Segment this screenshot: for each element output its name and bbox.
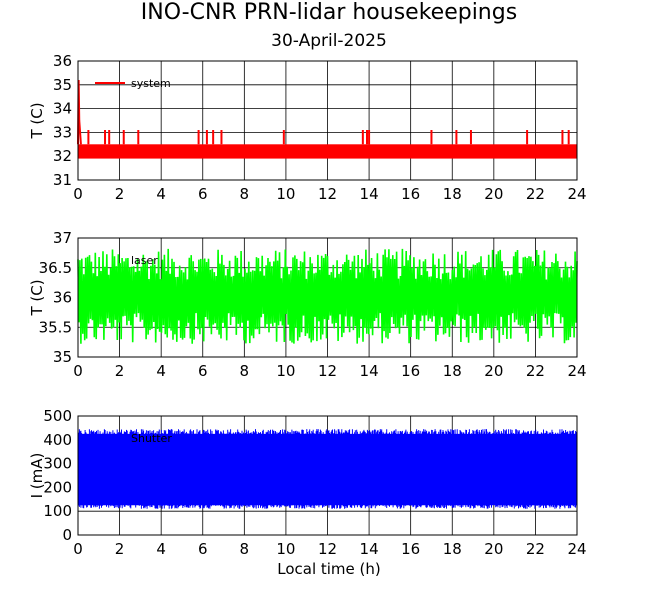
x-tick-label: 20: [484, 362, 503, 380]
y-axis-label: T (C): [28, 102, 46, 139]
y-tick-label: 35.5: [39, 318, 72, 336]
y-tick-label: 35: [53, 348, 72, 366]
x-tick-label: 4: [156, 362, 166, 380]
x-tick-label: 18: [443, 540, 462, 558]
y-tick-label: 400: [43, 431, 72, 449]
x-tick-label: 16: [401, 362, 420, 380]
y-tick-label: 300: [43, 455, 72, 473]
plot-frame: [77, 415, 578, 536]
x-tick-label: 8: [240, 185, 250, 203]
x-tick-label: 20: [484, 185, 503, 203]
x-tick-label: 10: [276, 362, 295, 380]
x-tick-label: 10: [276, 540, 295, 558]
x-tick-label: 22: [526, 185, 545, 203]
series-line-system: [77, 80, 570, 145]
y-tick-label: 32: [53, 147, 72, 165]
x-tick-label: 24: [567, 185, 586, 203]
y-tick-label: 500: [43, 407, 72, 425]
y-tick-label: 36: [53, 289, 72, 307]
x-tick-label: 16: [401, 540, 420, 558]
x-tick-label: 6: [198, 185, 208, 203]
legend-label: laser: [131, 254, 158, 267]
x-tick-label: 12: [318, 362, 337, 380]
legend-label: Shutter: [131, 432, 172, 445]
x-tick-label: 14: [360, 540, 379, 558]
x-tick-label: 14: [360, 185, 379, 203]
plot-frame: [77, 237, 578, 358]
x-axis-label: Local time (h): [277, 560, 381, 578]
x-tick-label: 0: [73, 540, 83, 558]
chart-subtitle: 30-April-2025: [271, 31, 387, 51]
x-tick-label: 20: [484, 540, 503, 558]
x-tick-label: 0: [73, 185, 83, 203]
x-tick-label: 22: [526, 362, 545, 380]
x-tick-label: 2: [115, 540, 125, 558]
x-tick-label: 12: [318, 540, 337, 558]
y-axis-label: T (C): [28, 279, 46, 316]
x-tick-label: 24: [567, 540, 586, 558]
x-tick-label: 8: [240, 540, 250, 558]
y-tick-label: 0: [62, 526, 72, 544]
x-tick-label: 4: [156, 540, 166, 558]
legend-label: system: [131, 77, 171, 90]
x-tick-label: 2: [115, 362, 125, 380]
x-tick-label: 8: [240, 362, 250, 380]
x-tick-label: 18: [443, 362, 462, 380]
x-tick-label: 16: [401, 185, 420, 203]
x-tick-label: 6: [198, 540, 208, 558]
y-tick-label: 35: [53, 76, 72, 94]
y-tick-label: 36.5: [39, 259, 72, 277]
chart-title: INO-CNR PRN-lidar housekeepings: [141, 0, 517, 25]
x-tick-label: 24: [567, 362, 586, 380]
x-tick-label: 12: [318, 185, 337, 203]
y-tick-label: 31: [53, 171, 72, 189]
x-tick-label: 4: [156, 185, 166, 203]
y-tick-label: 36: [53, 52, 72, 70]
y-tick-label: 37: [53, 229, 72, 247]
series-band: [78, 144, 577, 159]
x-tick-label: 22: [526, 540, 545, 558]
y-tick-label: 33: [53, 123, 72, 141]
x-tick-label: 10: [276, 185, 295, 203]
x-tick-label: 6: [198, 362, 208, 380]
y-tick-label: 200: [43, 478, 72, 496]
y-axis-label: I (mA): [28, 453, 46, 499]
y-tick-label: 100: [43, 502, 72, 520]
x-tick-label: 2: [115, 185, 125, 203]
x-tick-label: 18: [443, 185, 462, 203]
plot-frame: [77, 60, 578, 181]
series-line-laser: [77, 248, 578, 344]
x-tick-label: 14: [360, 362, 379, 380]
x-tick-label: 0: [73, 362, 83, 380]
y-tick-label: 34: [53, 100, 72, 118]
